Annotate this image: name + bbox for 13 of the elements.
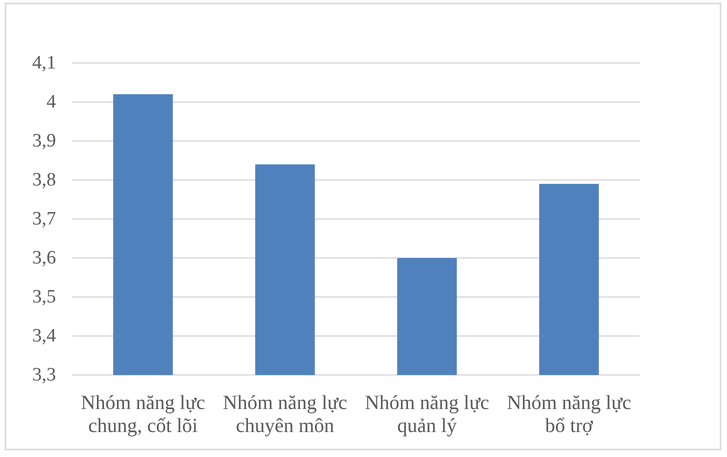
y-tick-label: 4,1 xyxy=(32,52,56,74)
y-tick-label: 3,8 xyxy=(32,170,56,190)
y-tick-label: 3,3 xyxy=(32,364,56,386)
y-tick-label: 3,7 xyxy=(32,208,56,230)
y-tick-label: 3,4 xyxy=(32,326,56,346)
y-tick-label: 3,5 xyxy=(32,286,56,308)
y-tick-label: 3,6 xyxy=(32,248,56,268)
y-tick-label: 4 xyxy=(46,92,56,112)
x-tick-label: Nhóm năng lực chung, cốt lõi xyxy=(80,392,206,437)
x-tick-label: Nhóm năng lực quản lý xyxy=(364,392,490,437)
x-tick-label: Nhóm năng lực bổ trợ xyxy=(506,392,632,437)
x-tick-label: Nhóm năng lực chuyên môn xyxy=(222,392,348,437)
y-tick-label: 3,9 xyxy=(32,130,56,152)
